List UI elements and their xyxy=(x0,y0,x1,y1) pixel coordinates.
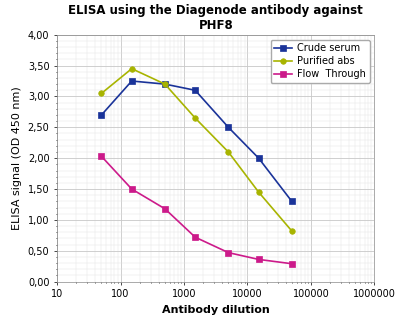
Purified abs xyxy=(99,92,104,95)
Flow  Through xyxy=(226,251,231,255)
Y-axis label: ELISA signal (OD 450 nm): ELISA signal (OD 450 nm) xyxy=(12,86,22,230)
Title: ELISA using the Diagenode antibody against
PHF8: ELISA using the Diagenode antibody again… xyxy=(68,4,363,32)
Crude serum xyxy=(226,125,231,129)
Crude serum xyxy=(99,113,104,117)
Purified abs xyxy=(256,190,261,194)
Purified abs xyxy=(162,82,167,86)
Flow  Through xyxy=(256,257,261,261)
Purified abs xyxy=(129,67,134,70)
Line: Crude serum: Crude serum xyxy=(99,78,295,204)
Crude serum xyxy=(193,88,198,92)
Flow  Through xyxy=(99,154,104,158)
Line: Flow  Through: Flow Through xyxy=(99,153,295,266)
Crude serum xyxy=(162,82,167,86)
Purified abs xyxy=(226,150,231,154)
Crude serum xyxy=(290,199,294,203)
Purified abs xyxy=(290,229,294,233)
X-axis label: Antibody dilution: Antibody dilution xyxy=(162,305,270,315)
Purified abs xyxy=(193,116,198,120)
Line: Purified abs: Purified abs xyxy=(99,66,295,234)
Crude serum xyxy=(256,156,261,160)
Legend: Crude serum, Purified abs, Flow  Through: Crude serum, Purified abs, Flow Through xyxy=(270,40,370,83)
Crude serum xyxy=(129,79,134,83)
Flow  Through xyxy=(193,235,198,239)
Flow  Through xyxy=(129,187,134,191)
Flow  Through xyxy=(290,262,294,266)
Flow  Through xyxy=(162,207,167,211)
